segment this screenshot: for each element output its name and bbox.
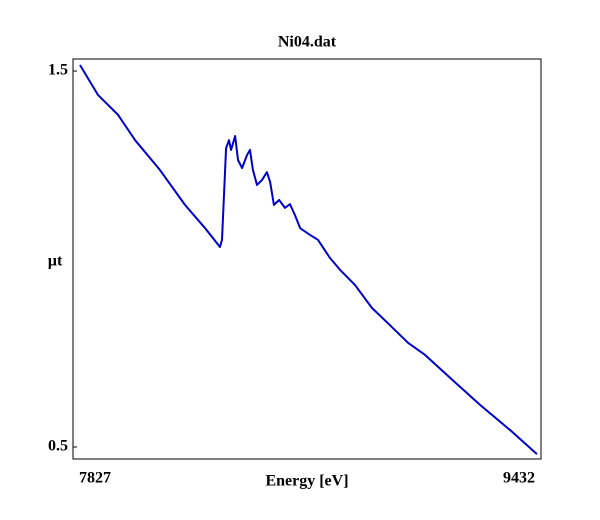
x-tick-label: 9432 [503,470,535,487]
plot-frame [72,58,542,460]
y-axis-label: µt [48,253,63,270]
data-line [79,64,538,455]
chart-title: Ni04.dat [278,34,337,51]
x-axis-label: Energy [eV] [265,473,348,490]
y-tick-label: 1.5 [48,62,68,79]
y-tick-label: 0.5 [48,438,68,455]
x-tick-label: 7827 [79,470,111,487]
